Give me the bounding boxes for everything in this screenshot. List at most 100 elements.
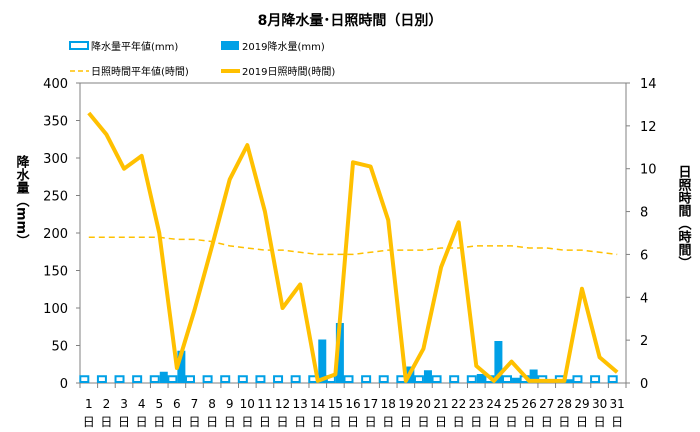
x-tick-label: 14 (310, 397, 325, 411)
bar-rain-2019 (512, 377, 521, 383)
x-tick-day-suffix: 日 (206, 415, 218, 429)
x-tick-day-suffix: 日 (153, 415, 165, 429)
plot-area (79, 82, 627, 384)
bar-normal-rain (184, 375, 195, 383)
x-tick-label: 2 (103, 397, 111, 411)
bar-rain-2019 (335, 323, 344, 383)
x-tick-day-suffix: 日 (611, 415, 623, 429)
y-right-tick-label: 0 (640, 377, 648, 392)
bar-normal-rain (96, 375, 107, 383)
y-right-tick-label: 14 (640, 77, 657, 92)
bar-rain-2019 (159, 371, 168, 383)
x-tick-label: 7 (191, 397, 199, 411)
x-tick-label: 20 (416, 397, 431, 411)
x-tick-day-suffix: 日 (488, 415, 500, 429)
x-tick-day-suffix: 日 (83, 415, 95, 429)
y-left-tick-label: 400 (43, 77, 68, 92)
legend-label-normal-sun: 日照時間平年値(時間) (91, 65, 189, 78)
x-tick-label: 10 (240, 397, 255, 411)
bar-normal-rain (431, 375, 442, 383)
legend-swatch-normal-rain (69, 41, 89, 50)
x-tick-label: 4 (138, 397, 146, 411)
x-tick-day-suffix: 日 (329, 415, 341, 429)
x-tick-day-suffix: 日 (576, 415, 588, 429)
y-right-tick-label: 8 (640, 206, 648, 221)
bar-normal-rain (132, 375, 143, 383)
x-tick-day-suffix: 日 (188, 415, 200, 429)
bar-normal-rain (343, 375, 354, 383)
y-right-tick-label: 10 (640, 163, 657, 178)
bar-rain-2019 (476, 374, 485, 383)
x-tick-day-suffix: 日 (453, 415, 465, 429)
y-left-tick-label: 200 (43, 227, 68, 242)
y-left-tick-label: 0 (60, 377, 68, 392)
bar-normal-rain (220, 375, 231, 383)
bar-normal-rain (502, 375, 513, 383)
y-left-axis-title: 降水量（mm） (14, 154, 31, 247)
bar-normal-rain (114, 375, 125, 383)
x-tick-label: 29 (574, 397, 589, 411)
bar-normal-rain (79, 375, 90, 383)
x-tick-label: 1 (85, 397, 93, 411)
x-tick-labels: 1日2日3日4日5日6日7日8日9日10日11日12日13日14日15日16日1… (79, 383, 627, 429)
line-sun-2019 (87, 111, 619, 383)
bar-normal-rain (413, 375, 424, 383)
bar-normal-rain (290, 375, 301, 383)
y-left-tick-label: 100 (43, 302, 68, 317)
x-tick-day-suffix: 日 (259, 415, 271, 429)
x-tick-label: 9 (226, 397, 234, 411)
x-tick-day-suffix: 日 (435, 415, 447, 429)
x-tick-day-suffix: 日 (365, 415, 377, 429)
x-tick-label: 23 (469, 397, 484, 411)
x-tick-day-suffix: 日 (171, 415, 183, 429)
x-tick-day-suffix: 日 (400, 415, 412, 429)
x-tick-day-suffix: 日 (312, 415, 324, 429)
x-tick-label: 22 (451, 397, 466, 411)
bar-normal-rain (202, 375, 213, 383)
y-right-tick-label: 2 (640, 334, 648, 349)
x-tick-day-suffix: 日 (506, 415, 518, 429)
x-tick-label: 21 (433, 397, 448, 411)
bar-normal-rain (378, 375, 389, 383)
x-tick-label: 25 (504, 397, 519, 411)
x-tick-day-suffix: 日 (523, 415, 535, 429)
x-tick-label: 8 (208, 397, 216, 411)
x-tick-day-suffix: 日 (224, 415, 236, 429)
bar-rain-2019 (529, 369, 538, 383)
x-tick-label: 30 (592, 397, 607, 411)
x-tick-label: 16 (345, 397, 360, 411)
legend: 降水量平年値(mm) 2019降水量(mm) 日照時間平年値(時間) 2019日… (69, 40, 335, 78)
x-tick-label: 13 (293, 397, 308, 411)
legend-swatch-rain-2019 (221, 41, 239, 50)
x-tick-day-suffix: 日 (118, 415, 130, 429)
x-tick-day-suffix: 日 (541, 415, 553, 429)
bar-normal-rain (607, 375, 618, 383)
x-tick-label: 12 (275, 397, 290, 411)
bar-normal-rain (255, 375, 266, 383)
x-tick-day-suffix: 日 (594, 415, 606, 429)
bar-normal-rain (572, 375, 583, 383)
y-left-tick-labels: 0 50 100 150 200 250 300 350 400 (43, 77, 80, 392)
y-left-tick-label: 350 (43, 115, 68, 130)
bar-rain-2019 (564, 379, 573, 383)
bar-rain-2019 (423, 370, 432, 383)
x-tick-day-suffix: 日 (347, 415, 359, 429)
y-right-tick-labels: 0 2 4 6 8 10 12 14 (626, 77, 657, 392)
legend-label-normal-rain: 降水量平年値(mm) (91, 40, 178, 53)
y-right-tick-label: 6 (640, 248, 648, 263)
x-tick-label: 11 (257, 397, 272, 411)
legend-label-rain-2019: 2019降水量(mm) (242, 40, 325, 53)
legend-label-sun-2019: 2019日照時間(時間) (242, 66, 335, 78)
y-left-tick-label: 50 (51, 340, 68, 355)
y-right-tick-label: 4 (640, 291, 648, 306)
x-tick-day-suffix: 日 (294, 415, 306, 429)
x-tick-label: 28 (557, 397, 572, 411)
y-right-tick-label: 12 (640, 120, 657, 135)
x-tick-day-suffix: 日 (136, 415, 148, 429)
bar-normal-rain (237, 375, 248, 383)
x-tick-label: 17 (363, 397, 378, 411)
x-tick-label: 6 (173, 397, 181, 411)
x-tick-label: 27 (539, 397, 554, 411)
bar-normal-rain (361, 375, 372, 383)
